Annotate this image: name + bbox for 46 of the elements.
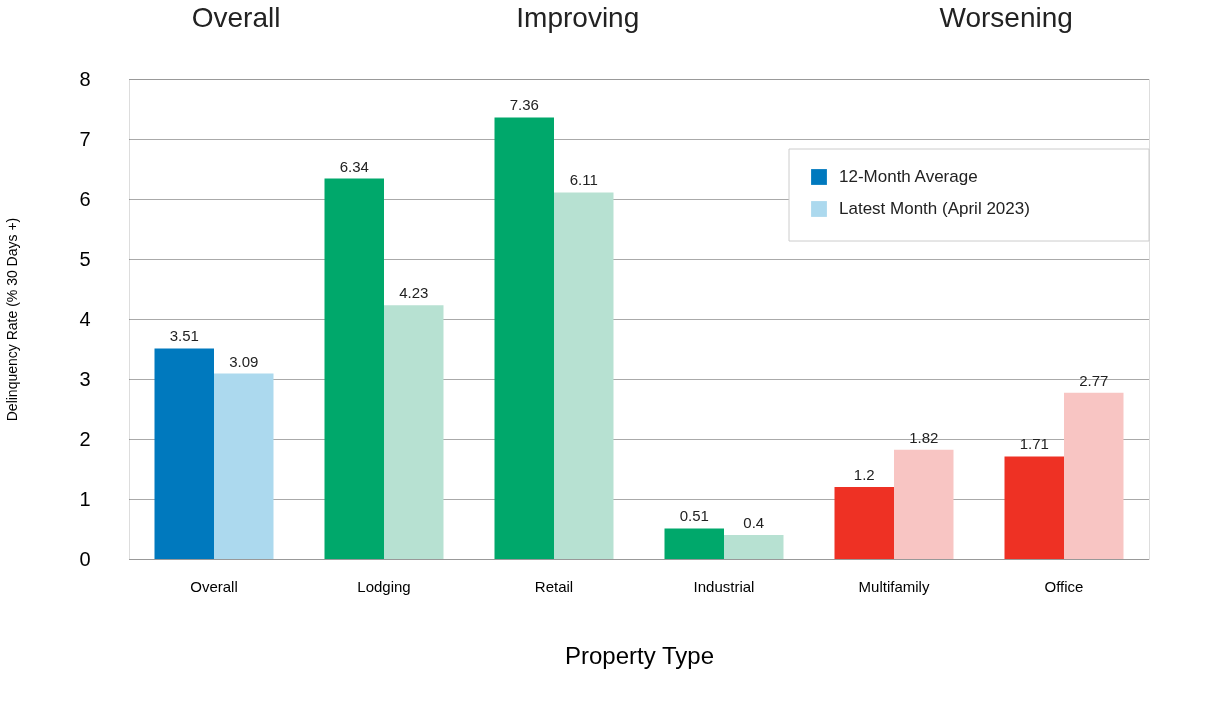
y-axis-title: Delinquency Rate (% 30 Days +) bbox=[3, 217, 20, 422]
y-tick-label: 5 bbox=[79, 247, 91, 270]
bar bbox=[724, 535, 784, 559]
data-label: 7.36 bbox=[509, 96, 539, 114]
data-label: 0.51 bbox=[679, 507, 709, 525]
x-tick-label: Multifamily bbox=[858, 577, 930, 595]
bar bbox=[894, 449, 954, 559]
y-tick-label: 1 bbox=[79, 487, 91, 510]
data-label: 1.82 bbox=[909, 428, 939, 446]
bar bbox=[664, 528, 724, 559]
bar bbox=[324, 178, 384, 559]
y-tick-label: 4 bbox=[79, 307, 91, 330]
bar bbox=[384, 305, 444, 559]
data-label: 6.34 bbox=[339, 157, 369, 175]
bar bbox=[214, 373, 274, 559]
data-label: 2.77 bbox=[1079, 371, 1109, 389]
x-tick-label: Overall bbox=[190, 577, 238, 595]
bar bbox=[1064, 392, 1124, 559]
x-tick-label: Retail bbox=[534, 577, 574, 595]
x-tick-label: Lodging bbox=[357, 577, 411, 595]
x-tick-label: Industrial bbox=[693, 577, 755, 595]
y-tick-label: 3 bbox=[79, 367, 91, 390]
y-tick-label: 7 bbox=[79, 127, 91, 150]
data-label: 3.51 bbox=[169, 327, 199, 345]
text: Overall bbox=[191, 2, 281, 33]
bar bbox=[494, 117, 554, 559]
bar bbox=[1004, 456, 1064, 559]
bar bbox=[554, 192, 614, 559]
y-tick-label: 6 bbox=[79, 187, 91, 210]
y-tick-label: 2 bbox=[79, 427, 91, 450]
data-label: 0.4 bbox=[743, 514, 765, 531]
bar bbox=[154, 348, 214, 559]
data-label: 4.23 bbox=[399, 284, 429, 302]
data-label: 1.71 bbox=[1019, 435, 1049, 453]
text: Worsening bbox=[939, 2, 1073, 33]
x-axis-title: Property Type bbox=[565, 641, 714, 669]
text: Improving bbox=[516, 2, 640, 33]
y-tick-label: 8 bbox=[79, 67, 91, 90]
x-tick-label: Office bbox=[1044, 577, 1084, 595]
legend-label: Latest Month (April 2023) bbox=[839, 199, 1030, 218]
data-label: 6.11 bbox=[569, 171, 598, 189]
y-tick-label: 0 bbox=[79, 547, 91, 570]
legend-label: 12-Month Average bbox=[839, 167, 978, 186]
data-label: 3.09 bbox=[229, 352, 259, 370]
data-label: 1.2 bbox=[853, 466, 875, 483]
bar bbox=[834, 487, 894, 559]
